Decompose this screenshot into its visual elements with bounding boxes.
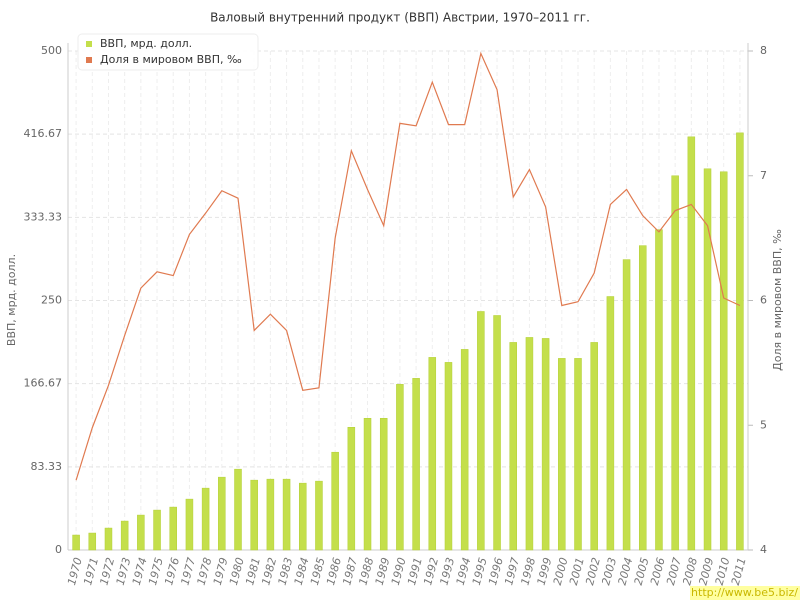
chart-title: Валовый внутренний продукт (ВВП) Австрии… — [210, 11, 590, 25]
bar — [250, 479, 258, 551]
legend-swatch — [86, 41, 92, 47]
y-axis-title: ВВП, мрд. долл. — [5, 254, 18, 346]
bar — [201, 487, 210, 551]
bar — [622, 259, 631, 551]
bar — [574, 358, 582, 551]
legend-label: Доля в мировом ВВП, ‰ — [100, 53, 242, 66]
y-tick-label: 83.33 — [31, 460, 63, 473]
y2-tick-label: 8 — [760, 44, 767, 57]
y2-tick-label: 4 — [760, 543, 767, 556]
y-tick-label: 0 — [55, 543, 62, 556]
bar — [315, 480, 323, 551]
bar — [509, 342, 517, 551]
bar — [412, 378, 420, 551]
bar — [541, 338, 550, 551]
bar — [590, 342, 598, 551]
legend: ВВП, мрд. долл. Доля в мировом ВВП, ‰ — [77, 33, 259, 71]
y2-tick-label: 5 — [760, 418, 767, 431]
bar — [703, 168, 712, 551]
y-tick-label: 333.33 — [24, 210, 63, 223]
y-tick-label: 250 — [41, 294, 62, 307]
bar — [606, 296, 615, 551]
y2-tick-label: 7 — [760, 169, 767, 182]
bar — [687, 136, 696, 551]
bar — [153, 509, 161, 551]
bar — [266, 478, 275, 551]
bar — [347, 426, 356, 551]
y-tick-label: 166.67 — [24, 377, 63, 390]
y-tick-label: 500 — [41, 44, 62, 57]
legend-box — [77, 33, 259, 71]
bar — [282, 478, 291, 551]
bar — [185, 498, 194, 551]
bar — [460, 349, 469, 551]
bar — [477, 311, 485, 551]
y2-tick-label: 6 — [760, 294, 767, 307]
bar — [655, 229, 663, 551]
bar — [120, 520, 129, 551]
watermark-bg — [690, 586, 800, 600]
bar — [736, 132, 744, 551]
bar — [525, 337, 534, 551]
legend-label: ВВП, мрд. долл. — [100, 37, 192, 50]
y-tick-label: 416.67 — [24, 127, 63, 140]
bar — [396, 384, 404, 551]
y2-axis-title: Доля в мировом ВВП, ‰ — [771, 229, 784, 371]
watermark: http://www.be5.biz/ — [691, 586, 798, 599]
bar — [444, 362, 453, 551]
bar — [363, 418, 372, 551]
legend-swatch — [86, 57, 92, 63]
bar — [104, 527, 113, 551]
bar — [299, 482, 307, 551]
bar — [88, 532, 97, 551]
bar — [671, 175, 679, 551]
bar — [72, 534, 80, 551]
bar — [169, 506, 177, 551]
bar — [137, 514, 145, 551]
bar — [493, 315, 501, 551]
bar — [558, 358, 566, 551]
bar — [234, 468, 242, 551]
line — [75, 51, 741, 481]
bar — [218, 476, 226, 551]
bar — [331, 451, 339, 551]
bar — [379, 418, 388, 551]
bar — [639, 245, 647, 551]
bar — [428, 357, 437, 551]
bar — [719, 171, 728, 551]
